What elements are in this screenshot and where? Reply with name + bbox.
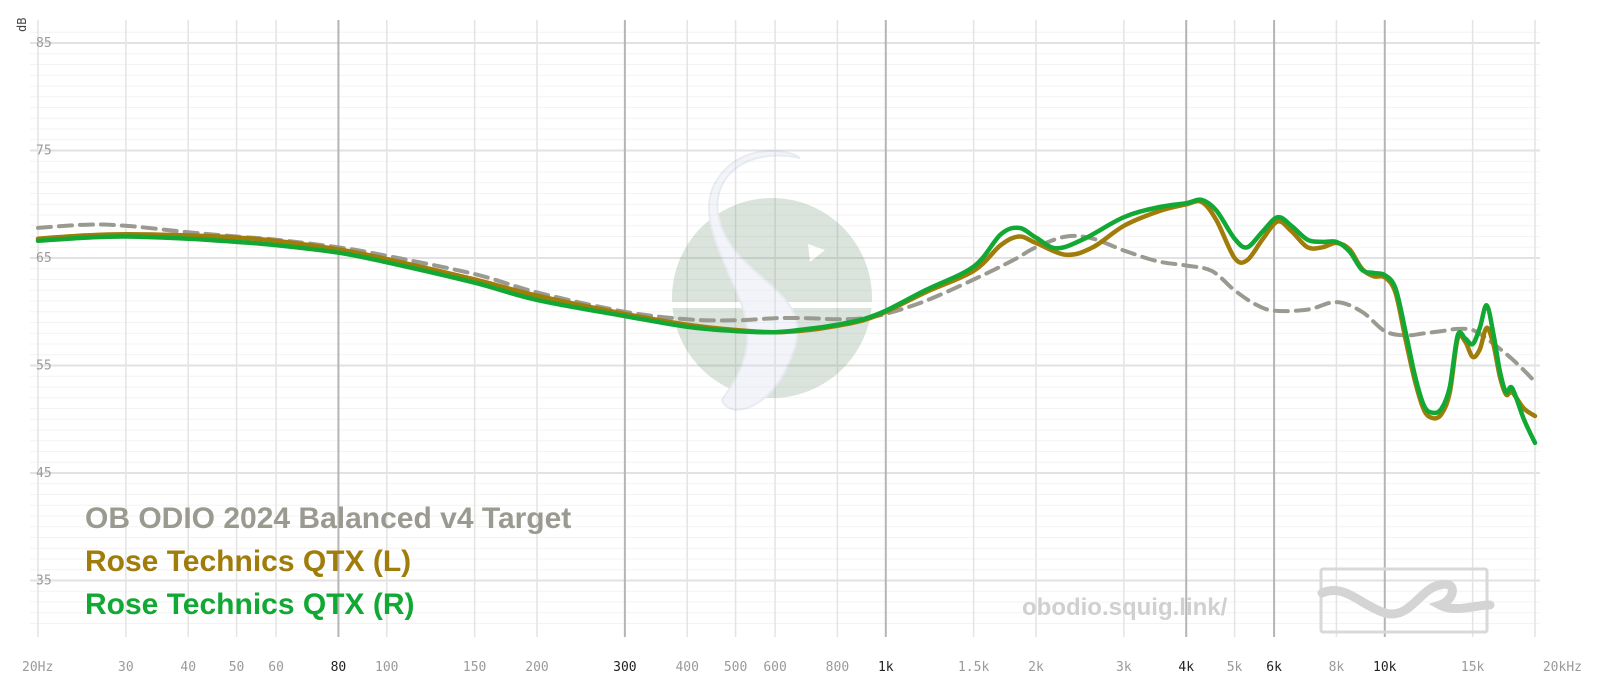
- y-tick-label: 85: [36, 36, 52, 51]
- x-tick-label: 5k: [1227, 660, 1243, 675]
- x-tick-label: 1.5k: [958, 660, 989, 675]
- series-line-target-curve: [36, 222, 1537, 384]
- x-tick-label: 150: [463, 660, 486, 675]
- x-tick-label: 200: [525, 660, 548, 675]
- x-tick-label: 50: [229, 660, 245, 675]
- x-tick-label: 60: [268, 660, 284, 675]
- x-tick-label: 15k: [1461, 660, 1485, 675]
- x-tick-label: 6k: [1266, 660, 1282, 675]
- legend-entry: Rose Technics QTX (L): [85, 545, 411, 578]
- y-tick-label: 35: [36, 574, 52, 589]
- y-tick-label: 45: [36, 466, 52, 481]
- x-tick-label: 40: [180, 660, 196, 675]
- x-tick-label: 30: [118, 660, 134, 675]
- x-tick-label: 600: [763, 660, 786, 675]
- x-tick-label: 8k: [1329, 660, 1345, 675]
- x-tick-label: 500: [724, 660, 747, 675]
- legend-entry: Rose Technics QTX (R): [85, 588, 415, 621]
- watermark-url: obodio.squig.link/: [1022, 594, 1228, 621]
- x-tick-label: 400: [675, 660, 698, 675]
- y-axis: 85 75 65 55 45 35: [36, 36, 52, 589]
- squiglink-small-logo: [1317, 567, 1495, 634]
- legend: OB ODIO 2024 Balanced v4 Target Rose Tech…: [85, 502, 571, 621]
- y-tick-label: 75: [36, 144, 52, 159]
- x-tick-label: 2k: [1028, 660, 1044, 675]
- x-tick-label: 4k: [1178, 660, 1194, 675]
- x-tick-label: 10k: [1373, 660, 1397, 675]
- y-tick-label: 55: [36, 359, 52, 374]
- x-tick-label: 100: [375, 660, 398, 675]
- x-tick-label: 80: [331, 660, 347, 675]
- x-tick-label: 3k: [1116, 660, 1132, 675]
- x-axis: 20Hz 30 40 50 60 80 100 150 200 300 400 500 600 800 1k…: [22, 660, 1582, 675]
- x-tick-label: 300: [613, 660, 636, 675]
- x-tick-label: 800: [826, 660, 849, 675]
- squiglink-logo-watermark: [672, 150, 872, 411]
- legend-entry: OB ODIO 2024 Balanced v4 Target: [85, 502, 571, 535]
- x-tick-label: 1k: [878, 660, 894, 675]
- series-line-qtx-right-curve: [35, 197, 1538, 446]
- series-layer: [35, 197, 1538, 446]
- y-axis-unit-label: dB: [15, 18, 29, 32]
- x-tick-label: 20Hz: [22, 660, 53, 675]
- y-tick-label: 65: [36, 251, 52, 266]
- x-tick-label: 20kHz: [1543, 660, 1582, 675]
